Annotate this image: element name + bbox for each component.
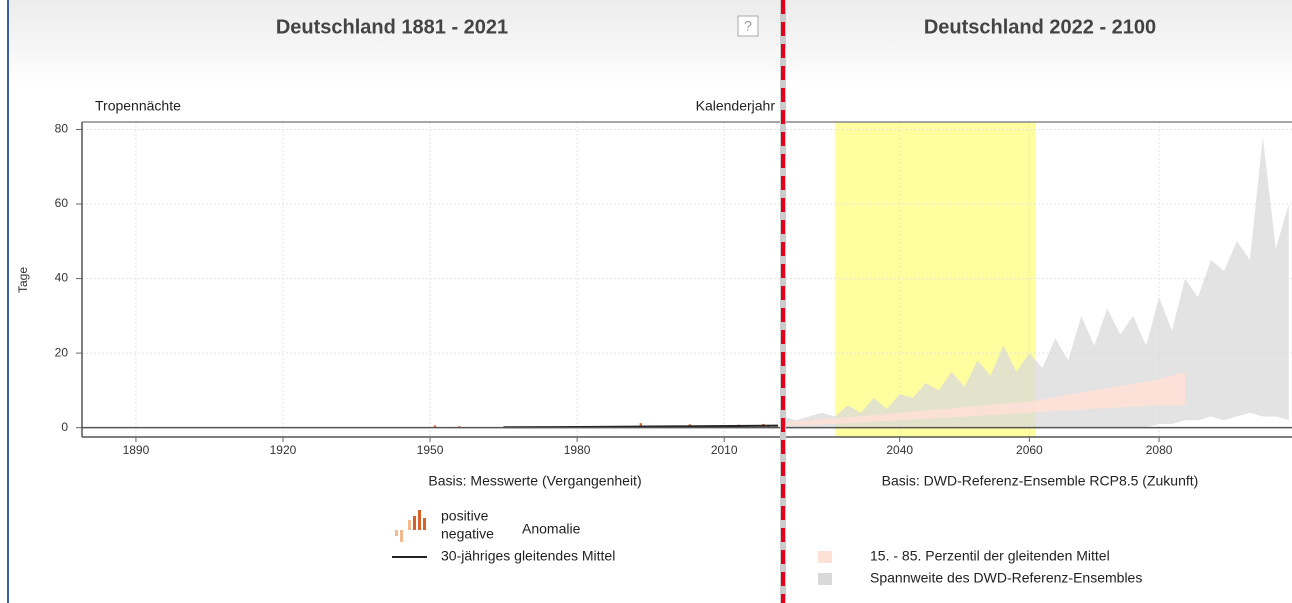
x-tick-label: 1890	[123, 443, 150, 457]
legend-text: 15. - 85. Perzentil der gleitenden Mitte…	[870, 548, 1110, 564]
y-axis-label: Tage	[16, 267, 30, 293]
y-tick-label: 0	[61, 420, 68, 434]
caption: Basis: DWD-Referenz-Ensemble RCP8.5 (Zuk…	[882, 473, 1199, 489]
range-area	[783, 371, 1186, 426]
x-tick-label: 2010	[711, 443, 738, 457]
x-tick-label: 1920	[270, 443, 297, 457]
help-icon[interactable]: ?	[744, 18, 752, 34]
range-area	[783, 136, 1289, 428]
legend-swatch	[818, 573, 832, 585]
variable-label: Tropennächte	[95, 98, 181, 114]
legend-text: negative	[441, 526, 494, 542]
anomaly-bar	[639, 423, 643, 428]
x-tick-label: 2080	[1146, 443, 1173, 457]
legend-text: Anomalie	[522, 521, 581, 537]
header-background	[8, 0, 1292, 90]
x-tick-label: 1980	[564, 443, 591, 457]
y-tick-label: 20	[55, 345, 69, 359]
panel-title: Deutschland 2022 - 2100	[924, 16, 1156, 38]
legend-text: Spannweite des DWD-Referenz-Ensembles	[870, 570, 1142, 586]
legend-swatch	[818, 551, 832, 563]
caption: Basis: Messwerte (Vergangenheit)	[428, 473, 641, 489]
legend-text: 30-jähriges gleitendes Mittel	[441, 548, 615, 564]
x-tick-label: 1950	[417, 443, 444, 457]
x-tick-label: 2060	[1016, 443, 1043, 457]
y-tick-label: 40	[55, 271, 69, 285]
y-tick-label: 60	[55, 196, 69, 210]
y-tick-label: 80	[55, 122, 69, 136]
period-label: Kalenderjahr	[696, 98, 776, 114]
x-tick-label: 2040	[886, 443, 913, 457]
anomaly-legend-icon	[395, 510, 426, 542]
anomaly-bar	[433, 425, 437, 428]
help-button[interactable]	[737, 15, 759, 37]
panel-title: Deutschland 1881 - 2021	[276, 16, 508, 38]
legend-text: positive	[441, 508, 489, 524]
